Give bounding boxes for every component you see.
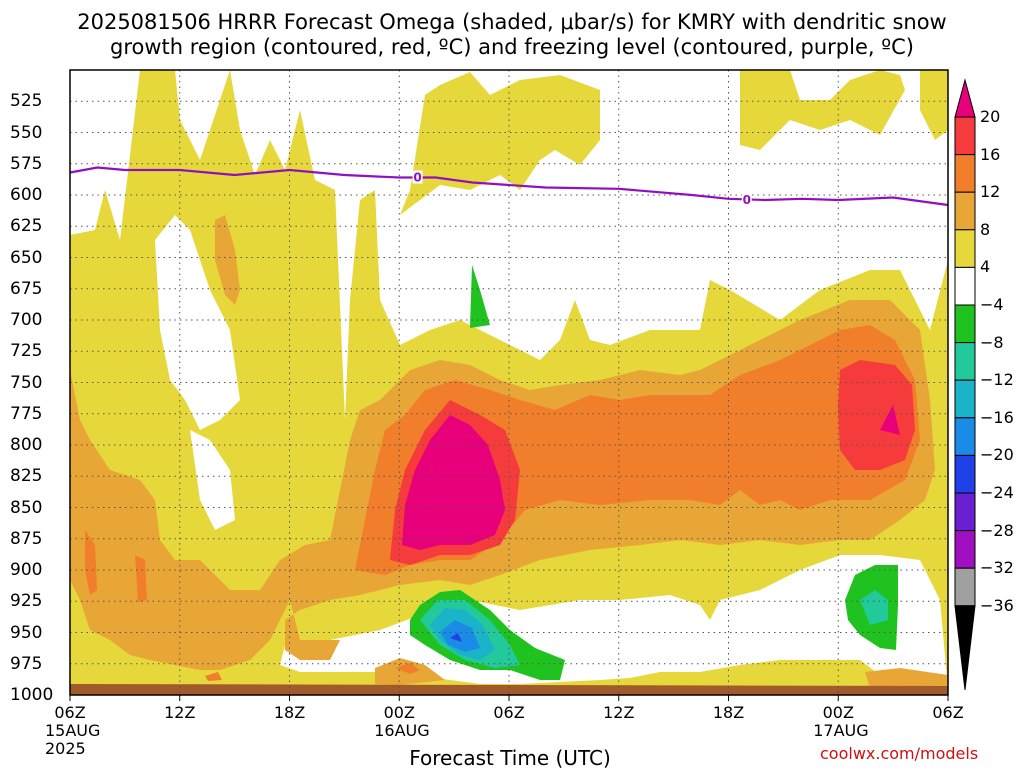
colorbar-segment (954, 417, 976, 456)
y-tick-label: 650 (10, 247, 43, 268)
white-hole-left2 (190, 430, 235, 530)
freezing-level-contour (69, 166, 949, 207)
colorbar-label: 20 (980, 107, 1001, 126)
colorbar-label: −12 (980, 370, 1014, 390)
x-tick-label: 06Z (493, 703, 525, 722)
colorbar-label: −28 (980, 520, 1014, 540)
omega-region-4-8-right-strip (920, 70, 948, 140)
colorbar (954, 78, 976, 691)
y-tick-label: 925 (10, 591, 43, 612)
chart-title-line2: growth region (contoured, red, ºC) and f… (110, 35, 914, 59)
y-tick-label: 675 (10, 278, 43, 299)
colorbar-label: 4 (980, 257, 991, 277)
colorbar-segment (954, 116, 976, 156)
x-tick-label: 06Z (932, 703, 964, 722)
omega-region-16-20-right (838, 360, 915, 470)
y-tick-label: 775 (10, 403, 43, 424)
y-tick-label: 525 (10, 91, 43, 112)
omega-region-12-16-left2 (135, 555, 147, 602)
x-tick-label: 12Z (603, 703, 635, 722)
y-tick-label: 950 (10, 622, 43, 643)
omega-region-near-surface-3 (205, 672, 222, 681)
x-tick-label: 12Z (164, 703, 196, 722)
x-tick-label: 18Z (273, 703, 306, 722)
freezing-level-label: 0 (413, 171, 421, 185)
white-hole-left (155, 215, 240, 430)
contour-label-background (741, 193, 752, 206)
y-tick-label: 750 (10, 372, 43, 393)
colorbar-segment (954, 154, 976, 193)
colorbar-segment (954, 229, 976, 268)
x-ticks (69, 695, 949, 701)
colorbar-label: −32 (980, 558, 1014, 578)
x-date-label: 15AUG (45, 721, 101, 740)
y-tick-label: 575 (10, 153, 43, 174)
colorbar-min-arrow (954, 605, 976, 691)
colorbar-label: −36 (980, 595, 1014, 615)
y-tick-label: 900 (10, 560, 43, 580)
credit-text: coolwx.com/models (820, 744, 979, 763)
colorbar-segment (954, 266, 976, 306)
omega-region-near-surface-2 (395, 663, 420, 674)
colorbar-label: −24 (980, 483, 1014, 502)
colorbar-label: −16 (980, 407, 1014, 427)
chart-title-line1: 2025081506 HRRR Forecast Omega (shaded, … (77, 10, 947, 34)
colorbar-segment (954, 304, 976, 344)
omega-region-neg16-neg20 (440, 620, 480, 652)
omega-region-near-surface-4 (865, 668, 948, 690)
x-date-label: 17AUG (813, 721, 869, 740)
y-tick-label: 550 (10, 122, 43, 143)
colorbar-max-arrow (954, 78, 976, 118)
colorbar-segment (954, 454, 976, 494)
omega-region-neg8-neg12-right (860, 590, 888, 625)
colorbar-segment (954, 379, 976, 419)
omega-region-12-16-left (85, 530, 97, 595)
x-date-label: 2025 (45, 739, 86, 758)
y-tick-label: 625 (10, 216, 43, 237)
y-tick-label: 800 (10, 435, 43, 455)
colorbar-label: 12 (980, 182, 1001, 202)
omega-region-gt20-right (880, 405, 900, 435)
y-tick-label: 725 (10, 341, 43, 362)
y-tick-label: 975 (10, 653, 43, 674)
colorbar-label: −4 (980, 295, 1004, 314)
colorbar-segment (954, 191, 976, 231)
freezing-level-label: 0 (743, 193, 751, 207)
omega-region-8-12-upper (215, 215, 240, 305)
omega-region-neg20-neg24 (450, 633, 462, 642)
omega-region-4-8-upper-right (740, 70, 905, 150)
x-tick-label: 00Z (822, 703, 854, 722)
colorbar-label: 8 (980, 219, 991, 239)
omega-region-gt20 (402, 415, 505, 550)
y-tick-label: 850 (10, 497, 43, 518)
x-tick-label: 00Z (383, 703, 415, 722)
y-tick-label: 1000 (10, 685, 54, 705)
colorbar-segment (954, 492, 976, 532)
colorbar-segment (954, 342, 976, 381)
freezing-level-line: 00 (69, 166, 949, 207)
x-tick-label: 18Z (712, 703, 745, 722)
y-tick-label: 600 (10, 185, 43, 205)
y-tick-label: 700 (10, 310, 43, 330)
x-axis-title: Forecast Time (UTC) (409, 746, 611, 770)
colorbar-label: −20 (980, 445, 1014, 465)
colorbar-segment (954, 530, 976, 569)
y-tick-label: 825 (10, 466, 43, 487)
x-date-label: 16AUG (374, 721, 430, 740)
contour-label-background (412, 170, 423, 184)
x-tick-label: 06Z (54, 703, 86, 722)
omega-region-neg4-neg8-upper (470, 265, 490, 328)
colorbar-segment (954, 567, 976, 607)
colorbar-label: −8 (980, 332, 1004, 352)
colorbar-label: 16 (980, 144, 1001, 164)
y-tick-label: 875 (10, 528, 43, 549)
